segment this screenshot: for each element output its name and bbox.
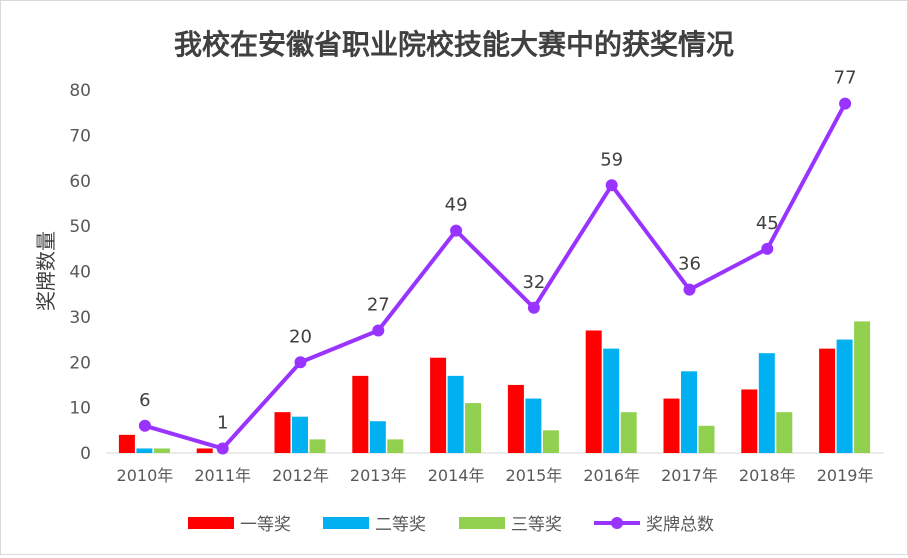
bar-三等奖	[776, 412, 793, 453]
y-tick-label: 10	[69, 399, 91, 419]
x-tick-label: 2018年	[739, 466, 796, 485]
x-tick-label: 2010年	[117, 466, 174, 485]
bar-一等奖	[196, 448, 213, 453]
data-label: 49	[445, 195, 468, 216]
bar-三等奖	[542, 430, 559, 453]
bar-一等奖	[585, 330, 602, 453]
bar-二等奖	[525, 398, 542, 453]
bar-二等奖	[369, 421, 386, 453]
bar-一等奖	[352, 375, 369, 453]
bar-三等奖	[465, 403, 482, 453]
y-tick-label: 40	[69, 263, 91, 283]
x-tick-label: 2011年	[194, 466, 251, 485]
x-tick-label: 2012年	[272, 466, 329, 485]
legend-label: 三等奖	[511, 515, 562, 535]
x-tick-label: 2014年	[428, 466, 485, 485]
bar-三等奖	[854, 321, 871, 453]
data-label: 1	[217, 412, 228, 433]
bar-二等奖	[836, 339, 853, 453]
data-label: 36	[678, 254, 701, 275]
bar-一等奖	[274, 412, 291, 453]
y-tick-label: 80	[69, 81, 91, 101]
data-label: 6	[139, 390, 150, 411]
legend-label: 二等奖	[375, 515, 426, 535]
legend-label: 奖牌总数	[646, 515, 714, 535]
data-label: 32	[522, 272, 545, 293]
line-point	[761, 242, 774, 255]
y-tick-label: 0	[80, 444, 91, 464]
line-point	[372, 324, 385, 337]
line-point	[294, 356, 307, 369]
bar-一等奖	[430, 357, 447, 453]
bar-二等奖	[136, 448, 153, 453]
line-point	[683, 283, 696, 296]
y-tick-label: 70	[69, 126, 91, 146]
x-tick-label: 2015年	[506, 466, 563, 485]
y-axis-label: 奖牌数量	[34, 231, 58, 311]
line-point	[839, 97, 852, 110]
bar-二等奖	[681, 371, 697, 453]
data-label: 59	[600, 149, 623, 170]
bar-三等奖	[153, 448, 170, 453]
bar-一等奖	[118, 434, 135, 453]
legend-marker	[611, 517, 623, 529]
line-point	[605, 179, 618, 192]
x-tick-label: 2019年	[817, 466, 874, 485]
x-tick-label: 2017年	[661, 466, 718, 485]
bar-三等奖	[387, 439, 404, 453]
x-tick-label: 2016年	[583, 466, 640, 485]
bar-三等奖	[698, 425, 715, 453]
legend-swatch	[323, 517, 369, 529]
bar-一等奖	[741, 389, 758, 453]
chart-title: 我校在安徽省职业院校技能大赛中的获奖情况	[174, 28, 734, 61]
y-tick-label: 30	[69, 308, 91, 328]
bar-三等奖	[620, 412, 637, 453]
bar-一等奖	[663, 398, 680, 453]
legend-swatch	[188, 517, 234, 529]
y-tick-label: 20	[69, 353, 91, 373]
bar-二等奖	[447, 375, 464, 453]
line-point	[527, 301, 540, 314]
bar-一等奖	[507, 384, 524, 453]
legend-swatch	[459, 517, 505, 529]
legend-label: 一等奖	[240, 515, 291, 535]
data-label: 45	[756, 213, 779, 234]
bar-一等奖	[819, 348, 836, 453]
line-point	[138, 419, 151, 432]
x-tick-label: 2013年	[350, 466, 407, 485]
y-tick-label: 50	[69, 217, 91, 237]
data-label: 20	[289, 326, 312, 347]
bar-三等奖	[309, 439, 326, 453]
bar-二等奖	[758, 353, 775, 453]
data-label: 27	[367, 294, 390, 315]
line-point	[450, 224, 463, 237]
bar-二等奖	[292, 416, 308, 453]
line-point	[216, 442, 229, 455]
y-tick-label: 60	[69, 172, 91, 192]
data-label: 77	[834, 68, 857, 89]
bar-二等奖	[603, 348, 620, 453]
line-series-total	[144, 102, 847, 451]
